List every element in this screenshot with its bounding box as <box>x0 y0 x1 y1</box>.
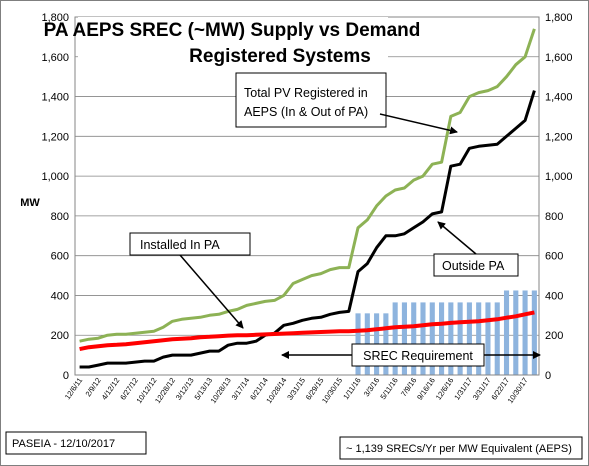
srec-requirement-bar <box>457 302 463 375</box>
annotation-installed-pa-arrow <box>179 254 244 329</box>
annotation-installed-pa-box <box>129 232 251 256</box>
srec-requirement-bar <box>476 302 482 375</box>
y-tick-label-right: 200 <box>545 330 563 342</box>
srec-requirement-bar <box>531 290 537 375</box>
series-line-outside <box>79 90 536 369</box>
y-tick-label-right: 800 <box>545 211 563 223</box>
srec-requirement-bar <box>522 290 528 375</box>
y-tick-label-left: 1,800 <box>41 12 69 24</box>
annotation-outside-pa-arrow <box>437 221 477 255</box>
annotation-installed-pa-text: Installed In PA <box>140 238 220 252</box>
chart-title-line2: Registered Systems <box>189 46 371 67</box>
footer-right-box <box>339 436 583 460</box>
y-tick-label-right: 600 <box>545 251 563 263</box>
chart-title-line1: PA AEPS SREC (~MW) Supply vs Demand <box>44 20 421 41</box>
footer-right-text: ~ 1,139 SRECs/Yr per MW Equivalent (AEPS… <box>346 443 572 455</box>
footer-left-box <box>5 431 147 455</box>
y-tick-label-right: 1,400 <box>545 92 573 104</box>
srec-requirement-bar <box>401 302 407 375</box>
y-tick-label-right: 1,800 <box>545 12 573 24</box>
title-box <box>78 17 388 69</box>
y-tick-label-left: 1,200 <box>41 131 69 143</box>
y-tick-label-left: 0 <box>63 370 69 382</box>
y-tick-label-left: 1,600 <box>41 52 69 64</box>
annotation-srec-text: SREC Requirement <box>363 349 473 363</box>
y-tick-label-left: 1,400 <box>41 92 69 104</box>
y-tick-label-right: 1,000 <box>545 171 573 183</box>
srec-requirement-bar <box>420 302 426 375</box>
srec-requirement-bar <box>411 302 417 375</box>
y-tick-label-left: 1,000 <box>41 171 69 183</box>
y-tick-label-left: 400 <box>51 290 69 302</box>
annotation-srec-box <box>351 343 485 367</box>
y-tick-label-left: 800 <box>51 211 69 223</box>
srec-requirement-bar <box>448 302 454 375</box>
srec-requirement-bar <box>439 302 445 375</box>
series-line-installed_pa <box>79 310 535 352</box>
y-tick-label-right: 0 <box>545 370 551 382</box>
y-axis-right: 0 200 400 600 800 1,000 1,200 1,400 1,600 1,800 <box>545 12 573 382</box>
y-tick-label-left: 200 <box>51 330 69 342</box>
srec-requirement-bar <box>494 302 500 375</box>
y-axis-left: 0 200 400 600 800 1,000 1,200 1,400 1,600 1,800 <box>41 12 69 382</box>
srec-requirement-bar <box>513 290 519 375</box>
y-axis-label: MW <box>20 197 40 209</box>
srec-requirement-bar <box>485 302 491 375</box>
srec-requirement-bar <box>392 302 398 375</box>
series-line-total <box>79 28 536 343</box>
y-tick-label-left: 600 <box>51 251 69 263</box>
annotation-total-pv-box <box>235 72 387 128</box>
y-tick-label-right: 1,600 <box>545 52 573 64</box>
annotation-total-pv-arrow <box>379 113 458 135</box>
y-tick-label-right: 1,200 <box>545 131 573 143</box>
srec-requirement-bar <box>429 302 435 375</box>
series-lines <box>79 28 536 369</box>
annotation-total-pv-line1: Total PV Registered in <box>244 86 368 100</box>
annotation-outside-pa-text: Outside PA <box>442 259 505 273</box>
srec-requirement-bar <box>466 302 472 375</box>
footer-left-text: PASEIA - 12/10/2017 <box>12 438 115 450</box>
annotation-total-pv-line2: AEPS (In & Out of PA) <box>244 105 368 119</box>
srec-requirement-bar <box>503 290 510 375</box>
y-tick-label-right: 400 <box>545 290 563 302</box>
